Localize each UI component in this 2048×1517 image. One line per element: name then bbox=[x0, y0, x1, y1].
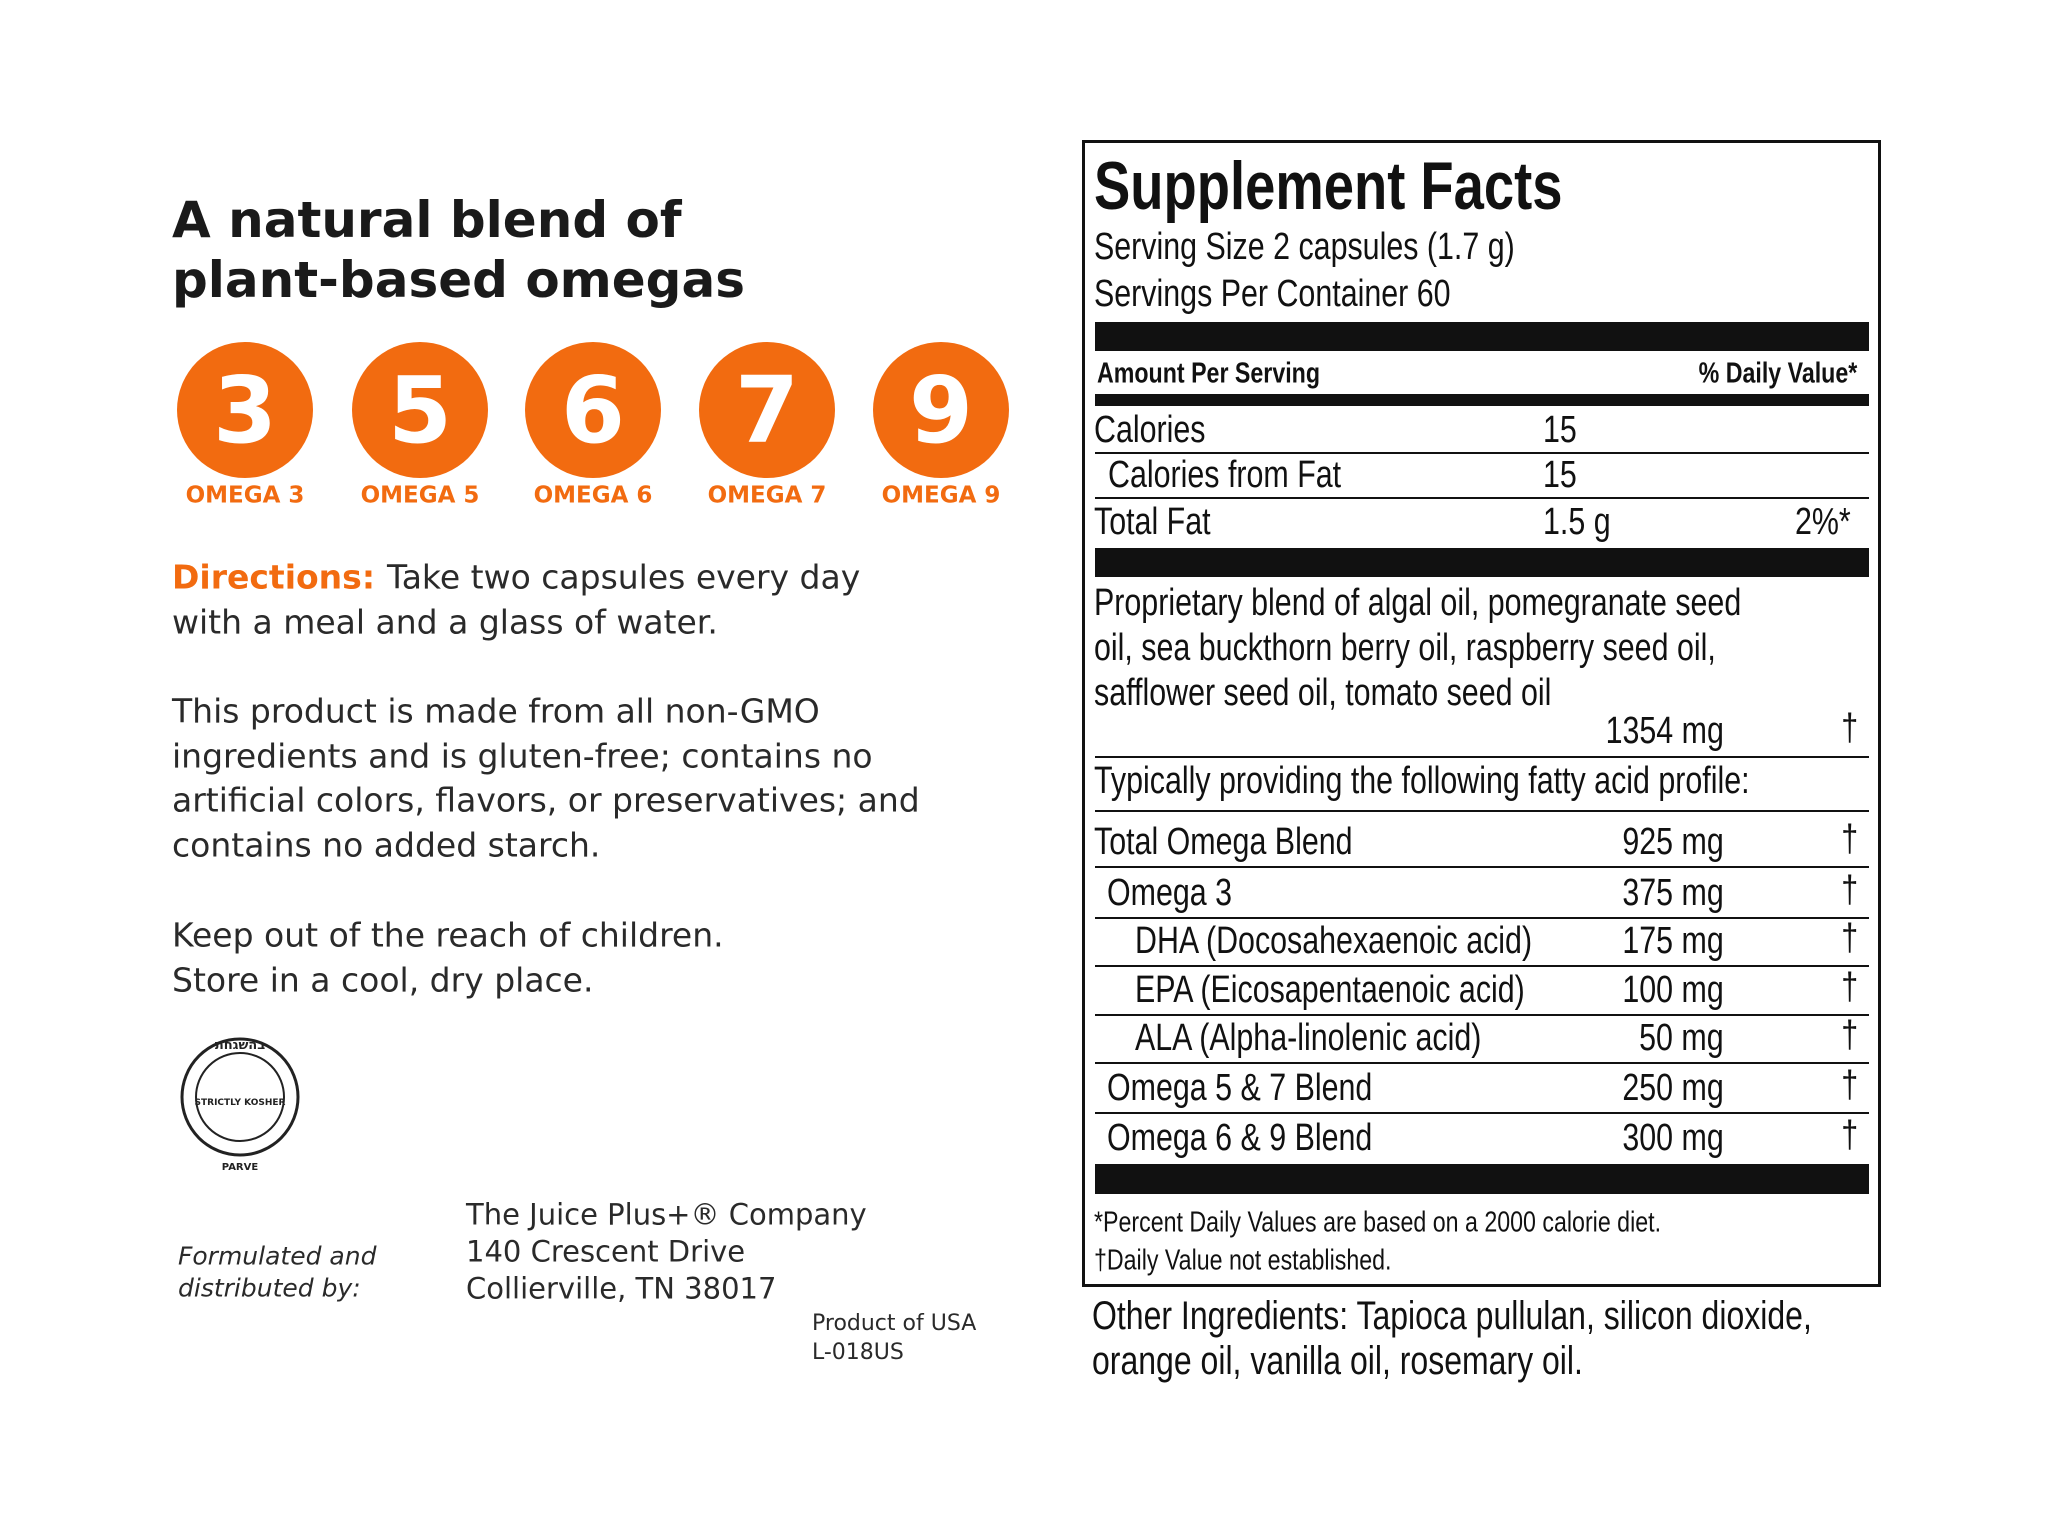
blend-dv: † bbox=[1841, 707, 1858, 749]
profile-amount: 375 mg bbox=[1622, 872, 1724, 914]
header-amount: Amount Per Serving bbox=[1097, 357, 1321, 390]
distributor-label: Formulated and bbox=[178, 1241, 377, 1271]
paragraph-line: This product is made from all non-GMO bbox=[172, 691, 820, 731]
kosher-seal: בהשגחת STRICTLY KOSHER PARVE bbox=[180, 1037, 300, 1173]
nutrient-name: Calories bbox=[1094, 409, 1206, 451]
rule bbox=[1095, 1164, 1869, 1194]
serving-size: Serving Size 2 capsules (1.7 g) bbox=[1094, 226, 1515, 268]
title-line: plant-based omegas bbox=[172, 251, 745, 309]
omega-label: OMEGA 3 bbox=[185, 482, 305, 509]
paragraph-line: artificial colors, flavors, or preservat… bbox=[172, 780, 920, 820]
origin-line: L-018US bbox=[812, 1340, 904, 1365]
rule bbox=[1095, 394, 1869, 406]
seal-bottom: STRICTLY KOSHER bbox=[195, 1098, 286, 1108]
profile-amount: 50 mg bbox=[1639, 1017, 1725, 1059]
profile-amount: 300 mg bbox=[1622, 1117, 1724, 1159]
paragraph-line: ingredients and is gluten-free; contains… bbox=[172, 736, 873, 775]
omega-circle: 9 bbox=[873, 342, 1009, 478]
other-ingredients: Other Ingredients: Tapioca pullulan, sil… bbox=[1092, 1294, 1812, 1338]
paragraph-line: contains no added starch. bbox=[172, 825, 601, 864]
rule bbox=[1095, 322, 1869, 351]
header-dv: % Daily Value* bbox=[1698, 357, 1857, 390]
omega-label: OMEGA 5 bbox=[360, 482, 480, 509]
profile-dv: † bbox=[1841, 917, 1858, 959]
omega-label: OMEGA 7 bbox=[707, 482, 827, 509]
profile-amount: 250 mg bbox=[1622, 1067, 1724, 1109]
address-line: The Juice Plus+® Company bbox=[466, 1197, 867, 1232]
servings-per-container: Servings Per Container 60 bbox=[1094, 273, 1451, 315]
omega-label: OMEGA 6 bbox=[533, 482, 653, 509]
omega-circle: 5 bbox=[352, 342, 488, 478]
profile-name: ALA (Alpha-linolenic acid) bbox=[1135, 1017, 1482, 1059]
profile-dv: † bbox=[1841, 818, 1858, 860]
rule bbox=[1095, 965, 1869, 967]
profile-name: Omega 6 & 9 Blend bbox=[1107, 1117, 1373, 1159]
rule bbox=[1095, 1014, 1869, 1016]
omega-label: OMEGA 9 bbox=[881, 482, 1001, 509]
nutrient-dv: 2%* bbox=[1795, 501, 1851, 543]
profile-dv: † bbox=[1841, 1014, 1858, 1056]
distributor-label: distributed by: bbox=[178, 1273, 361, 1303]
rule bbox=[1095, 452, 1869, 454]
rule bbox=[1095, 866, 1869, 868]
blend-amount: 1354 mg bbox=[1605, 710, 1724, 752]
profile-dv: † bbox=[1841, 1064, 1858, 1106]
paragraph-line: Store in a cool, dry place. bbox=[172, 960, 594, 999]
directions-text: with a meal and a glass of water. bbox=[172, 602, 718, 642]
nutrient-name: Total Fat bbox=[1094, 501, 1211, 543]
rule bbox=[1095, 756, 1869, 758]
blend-line: Proprietary blend of algal oil, pomegran… bbox=[1094, 582, 1742, 624]
facts-title: Supplement Facts bbox=[1094, 148, 1563, 224]
profile-name: DHA (Docosahexaenoic acid) bbox=[1135, 920, 1533, 962]
nutrient-amount: 15 bbox=[1543, 454, 1577, 496]
blend-line: oil, sea buckthorn berry oil, raspberry … bbox=[1094, 627, 1716, 669]
profile-amount: 175 mg bbox=[1622, 920, 1724, 962]
nutrient-name: Calories from Fat bbox=[1108, 454, 1342, 496]
profile-amount: 925 mg bbox=[1622, 821, 1724, 863]
paragraph-line: Keep out of the reach of children. bbox=[172, 915, 724, 955]
omega-circle: 3 bbox=[177, 342, 313, 478]
profile-name: Total Omega Blend bbox=[1094, 821, 1353, 863]
rule bbox=[1095, 917, 1869, 919]
profile-name: Omega 5 & 7 Blend bbox=[1107, 1067, 1373, 1109]
title-line: A natural blend of bbox=[172, 191, 682, 249]
other-ingredients: orange oil, vanilla oil, rosemary oil. bbox=[1092, 1339, 1583, 1383]
profile-dv: † bbox=[1841, 966, 1858, 1008]
omega-circle: 7 bbox=[699, 342, 835, 478]
nutrient-amount: 15 bbox=[1543, 409, 1577, 451]
rule bbox=[1095, 1062, 1869, 1064]
rule bbox=[1095, 1112, 1869, 1114]
omega-circle: 6 bbox=[525, 342, 661, 478]
profile-name: Omega 3 bbox=[1107, 872, 1233, 914]
profile-name: EPA (Eicosapentaenoic acid) bbox=[1135, 969, 1525, 1011]
footnote: †Daily Value not established. bbox=[1094, 1244, 1392, 1277]
rule bbox=[1095, 497, 1869, 499]
seal-below: PARVE bbox=[222, 1162, 259, 1173]
footnote: *Percent Daily Values are based on a 200… bbox=[1094, 1206, 1662, 1239]
address-line: 140 Crescent Drive bbox=[466, 1234, 746, 1269]
directions-label: Directions: bbox=[172, 557, 376, 597]
profile-dv: † bbox=[1841, 1114, 1858, 1156]
rule bbox=[1095, 548, 1869, 577]
seal-top: בהשגחת bbox=[215, 1038, 265, 1053]
rule bbox=[1095, 810, 1869, 812]
address-line: Collierville, TN 38017 bbox=[466, 1271, 777, 1306]
blend-line: safflower seed oil, tomato seed oil bbox=[1094, 672, 1552, 714]
profile-heading: Typically providing the following fatty … bbox=[1094, 760, 1750, 802]
nutrient-amount: 1.5 g bbox=[1543, 501, 1611, 543]
profile-dv: † bbox=[1841, 869, 1858, 911]
origin-line: Product of USA bbox=[812, 1311, 977, 1336]
directions-text: Take two capsules every day bbox=[387, 557, 861, 597]
facts-panel bbox=[1082, 140, 1881, 1287]
profile-amount: 100 mg bbox=[1622, 969, 1724, 1011]
